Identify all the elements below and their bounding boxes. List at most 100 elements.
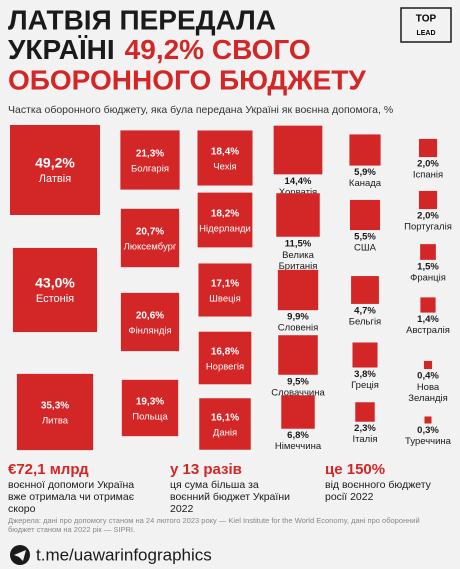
category-label: Люксембург: [124, 242, 177, 253]
square: [423, 360, 433, 370]
category-label: Чехія: [213, 162, 236, 173]
square: [420, 297, 436, 313]
logo-box: [400, 7, 452, 43]
value-label: 16,8%: [211, 347, 239, 358]
category-label: Нідерланди: [199, 224, 251, 235]
logo: TOP: [416, 14, 437, 25]
category-label: Фінляндія: [128, 326, 171, 337]
square: [121, 379, 179, 437]
category-label: Нова Зеландія: [408, 382, 448, 404]
square: [418, 138, 438, 158]
value-label: 16,1%: [211, 413, 239, 424]
value-label: 49,2%: [35, 155, 75, 171]
square: [120, 130, 180, 190]
category-label: Іспанія: [413, 170, 443, 181]
value-label: 9,5%: [287, 376, 309, 387]
value-label: 3,8%: [354, 369, 376, 380]
square: [351, 276, 379, 304]
category-label: Хорватія: [279, 187, 317, 198]
title-line: УКРАЇНІ 49,2% СВОГО: [8, 34, 311, 65]
square: [16, 373, 94, 451]
subtitle: Частка оборонного бюджету, яка була пере…: [8, 104, 393, 116]
category-label: Греція: [351, 380, 379, 391]
category-label-part: Нова: [417, 382, 440, 393]
category-label: Португалія: [404, 222, 452, 233]
stat-value: це 150%: [325, 461, 385, 478]
square: [276, 193, 320, 237]
square: [349, 199, 381, 231]
category-label: Польща: [132, 412, 168, 423]
square: [281, 395, 315, 429]
square: [120, 208, 180, 268]
category-label: Швеція: [209, 294, 241, 305]
value-label: 35,3%: [41, 401, 69, 412]
source-box: Джерела: дані про допомогу станом на 24 …: [8, 516, 420, 534]
value-label: 0,3%: [417, 425, 439, 436]
value-label: 9,9%: [287, 312, 309, 323]
value-label: 1,5%: [417, 261, 439, 272]
category-label: США: [354, 243, 377, 254]
stat-text-box: воєнної допомоги Україна вже отримала чи…: [8, 479, 135, 515]
square: [273, 125, 323, 175]
category-label-part: Велика: [282, 249, 315, 260]
square: [199, 398, 251, 450]
value-label: 2,0%: [417, 159, 439, 170]
stat-text: від воєнного бюджету росії 2022: [325, 479, 431, 503]
value-label: 21,3%: [136, 149, 164, 160]
value-label: 20,6%: [136, 311, 164, 322]
logo: LEAD: [416, 30, 435, 37]
square: [352, 342, 378, 368]
category-label-part: Зеландія: [408, 393, 448, 404]
square: [197, 192, 253, 248]
value-label: 0,4%: [417, 371, 439, 382]
value-label: 18,2%: [211, 209, 239, 220]
category-label: Латвія: [39, 173, 71, 185]
title-line: ОБОРОННОГО БЮДЖЕТУ: [8, 64, 366, 95]
square: [355, 402, 375, 422]
value-label: 5,5%: [354, 232, 376, 243]
value-label: 4,7%: [354, 305, 376, 316]
category-label: Литва: [42, 416, 69, 427]
value-label: 20,7%: [136, 227, 164, 238]
stat-value: €72,1 млрд: [8, 461, 89, 478]
category-label: Туреччина: [405, 436, 452, 447]
value-label: 2,3%: [354, 423, 376, 434]
category-label: Норвегія: [206, 362, 244, 373]
title-line: ЛАТВІЯ ПЕРЕДАЛА: [8, 4, 276, 35]
category-label-part: Британія: [279, 260, 318, 271]
category-label: Канада: [349, 178, 382, 189]
square: [12, 247, 98, 333]
value-label: 6,8%: [287, 430, 309, 441]
category-label: Німеччина: [275, 441, 322, 452]
value-label: 43,0%: [35, 275, 75, 291]
category-label: Італія: [353, 434, 378, 445]
value-label: 1,4%: [417, 314, 439, 325]
category-label: Австралія: [406, 325, 450, 336]
category-label: Бельгія: [349, 316, 381, 327]
stat-text-box: від воєнного бюджету росії 2022: [325, 479, 431, 503]
category-label: Франція: [410, 272, 446, 283]
square: [278, 335, 318, 375]
value-label: 19,3%: [136, 397, 164, 408]
stat-text: воєнної допомоги Україна вже отримала чи…: [8, 479, 135, 515]
value-label: 17,1%: [211, 279, 239, 290]
square: [349, 134, 381, 166]
square: [277, 269, 319, 311]
link: t.me/uawarinfographics: [36, 545, 212, 564]
source: Джерела: дані про допомогу станом на 24 …: [8, 516, 420, 534]
square: [197, 130, 253, 186]
stat-text: ця сума більша за воєнний бюджет України…: [170, 479, 290, 515]
value-label: 2,0%: [417, 211, 439, 222]
category-label: Словаччина: [271, 387, 325, 398]
category-label: Словенія: [278, 323, 319, 334]
category-label: Болгарія: [131, 164, 169, 175]
category-label: Данія: [213, 428, 237, 439]
value-label: 18,4%: [211, 147, 239, 158]
value-label: 5,9%: [354, 167, 376, 178]
square: [418, 190, 438, 210]
title-part: 49,2% СВОГО: [125, 34, 311, 65]
title-part: УКРАЇНІ: [8, 34, 115, 65]
square: [198, 263, 252, 317]
square: [424, 416, 432, 424]
